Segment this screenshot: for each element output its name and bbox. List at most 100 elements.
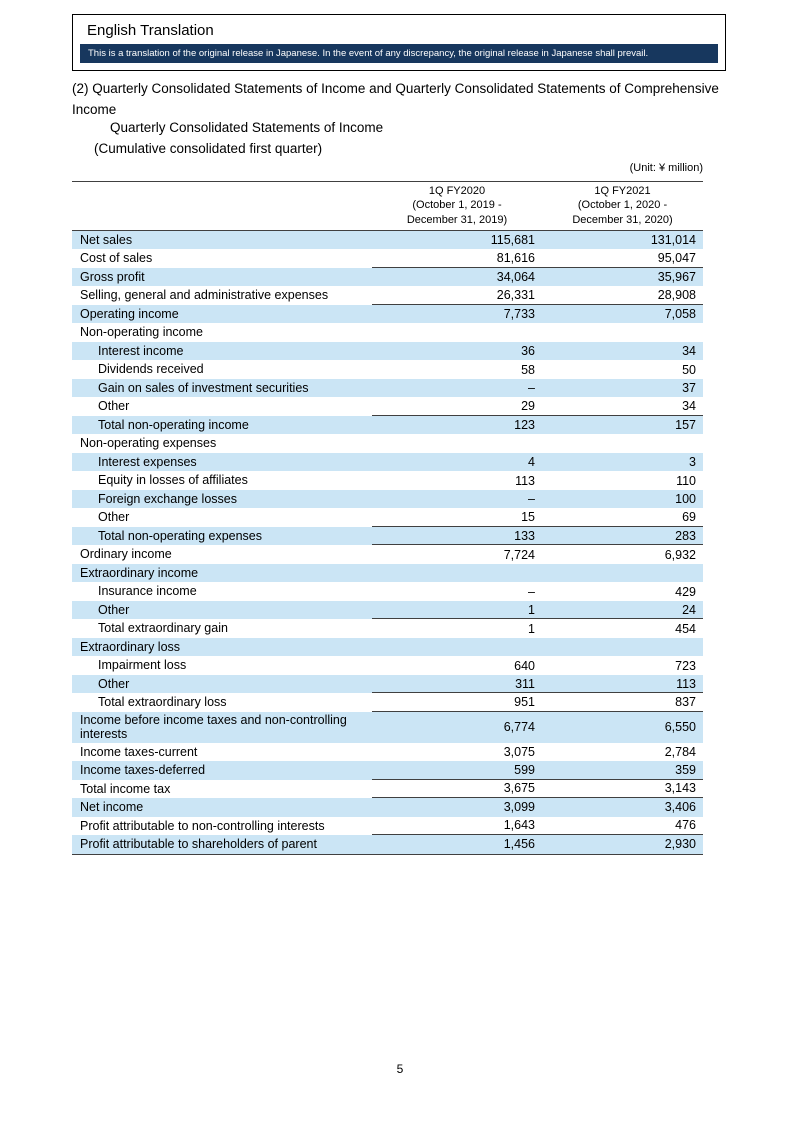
row-label: Ordinary income bbox=[80, 547, 172, 562]
row-value-fy2021: 157 bbox=[675, 418, 696, 433]
row-value-fy2020: 115,681 bbox=[490, 233, 535, 248]
row-value-fy2021: 110 bbox=[676, 473, 696, 488]
row-value-fy2020: 15 bbox=[372, 508, 542, 527]
row-value-fy2021: 34 bbox=[542, 397, 703, 416]
row-value-fy2021: 283 bbox=[542, 527, 703, 546]
table-row: Other 29 34 bbox=[72, 397, 703, 416]
row-value-fy2020 bbox=[372, 638, 542, 657]
table-row: Gross profit 34,064 35,967 bbox=[72, 267, 703, 287]
row-value-fy2021: 837 bbox=[542, 693, 703, 712]
row-value-fy2020: 3,099 bbox=[503, 800, 535, 815]
row-label: Net sales bbox=[80, 232, 133, 247]
unit-label: (Unit: ¥ million) bbox=[629, 162, 703, 174]
table-row: Other 311 113 bbox=[72, 674, 703, 694]
row-value-fy2020 bbox=[372, 323, 542, 342]
column-header-fy2021: 1Q FY2021 (October 1, 2020 - December 31… bbox=[542, 182, 703, 230]
row-value-fy2021: 28,908 bbox=[542, 286, 703, 305]
row-value-fy2021: 3,143 bbox=[542, 780, 703, 799]
row-label: Interest income bbox=[98, 343, 184, 358]
row-value-fy2020: 3,675 bbox=[372, 780, 542, 799]
table-row: Non-operating expenses bbox=[72, 434, 703, 453]
table-row: Profit attributable to shareholders of p… bbox=[72, 835, 703, 854]
table-row: Impairment loss 640 723 bbox=[72, 656, 703, 675]
row-label: Equity in losses of affiliates bbox=[98, 473, 248, 488]
row-value-fy2020: 640 bbox=[514, 658, 535, 673]
table-row: Interest income 36 34 bbox=[72, 341, 703, 361]
row-value-fy2020: 113 bbox=[515, 473, 535, 488]
table-row: Net income 3,099 3,406 bbox=[72, 798, 703, 817]
table-row: Profit attributable to non-controlling i… bbox=[72, 817, 703, 836]
row-value-fy2020: 1,456 bbox=[503, 837, 535, 852]
table-row: Income taxes-current 3,075 2,784 bbox=[72, 743, 703, 762]
row-value-fy2021: 24 bbox=[542, 601, 703, 620]
row-value-fy2021: 37 bbox=[682, 381, 696, 396]
row-label: Other bbox=[98, 399, 130, 414]
row-value-fy2021: 6,550 bbox=[664, 720, 696, 735]
income-table-body: Net sales 115,681 131,014 Cost of sales … bbox=[72, 230, 703, 854]
row-value-fy2021: 34 bbox=[682, 344, 696, 359]
page-number: 5 bbox=[396, 1062, 404, 1076]
table-row: Gain on sales of investment securities –… bbox=[72, 378, 703, 398]
table-row: Insurance income – 429 bbox=[72, 582, 703, 601]
row-value-fy2021: 131,014 bbox=[650, 233, 696, 248]
table-row: Dividends received 58 50 bbox=[72, 360, 703, 379]
row-value-fy2021: 95,047 bbox=[542, 249, 703, 268]
row-label: Income taxes-deferred bbox=[80, 763, 206, 778]
row-value-fy2020: – bbox=[528, 584, 535, 599]
row-label: Gain on sales of investment securities bbox=[98, 380, 309, 395]
row-label: Other bbox=[98, 510, 130, 525]
row-value-fy2020: 133 bbox=[372, 527, 542, 546]
section-heading: (2) Quarterly Consolidated Statements of… bbox=[72, 81, 719, 117]
table-header-spacer bbox=[72, 182, 372, 230]
row-label: Net income bbox=[80, 800, 144, 815]
row-value-fy2021: 2,784 bbox=[664, 744, 696, 759]
row-label: Extraordinary income bbox=[80, 565, 199, 580]
row-value-fy2020: – bbox=[528, 381, 535, 396]
row-value-fy2020: 6,774 bbox=[503, 720, 535, 735]
row-label: Selling, general and administrative expe… bbox=[80, 288, 329, 303]
table-row: Non-operating income bbox=[72, 323, 703, 342]
row-label: Non-operating income bbox=[80, 325, 203, 340]
row-label: Profit attributable to shareholders of p… bbox=[80, 837, 317, 852]
row-value-fy2020: 58 bbox=[521, 362, 535, 377]
row-value-fy2021: 113 bbox=[542, 675, 703, 694]
row-value-fy2020: 951 bbox=[372, 693, 542, 712]
column-header-line: December 31, 2020) bbox=[572, 213, 673, 226]
table-row: Foreign exchange losses – 100 bbox=[72, 489, 703, 509]
row-label: Profit attributable to non-controlling i… bbox=[80, 818, 325, 833]
row-value-fy2021: 429 bbox=[675, 584, 696, 599]
row-value-fy2021 bbox=[542, 323, 703, 342]
row-value-fy2021: 100 bbox=[675, 492, 696, 507]
income-statement-table: 1Q FY2020 (October 1, 2019 - December 31… bbox=[72, 181, 703, 855]
row-value-fy2020: 7,733 bbox=[503, 307, 535, 322]
row-value-fy2021: 454 bbox=[675, 621, 696, 636]
row-label: Operating income bbox=[80, 306, 179, 321]
table-row: Income before income taxes and non-contr… bbox=[72, 711, 703, 743]
table-header-row: 1Q FY2020 (October 1, 2019 - December 31… bbox=[72, 181, 703, 231]
row-label: Extraordinary loss bbox=[80, 639, 181, 654]
table-row: Extraordinary income bbox=[72, 563, 703, 583]
row-label: Non-operating expenses bbox=[80, 436, 217, 451]
row-value-fy2020: – bbox=[528, 492, 535, 507]
table-row: Income taxes-deferred 599 359 bbox=[72, 761, 703, 780]
table-row: Total extraordinary loss 951 837 bbox=[72, 693, 703, 712]
statement-title: Quarterly Consolidated Statements of Inc… bbox=[110, 120, 384, 135]
row-label: Dividends received bbox=[98, 362, 204, 377]
row-value-fy2020: 311 bbox=[372, 675, 542, 694]
row-value-fy2020: 26,331 bbox=[372, 286, 542, 305]
row-label: Interest expenses bbox=[98, 454, 197, 469]
column-header-line: 1Q FY2021 bbox=[594, 185, 651, 197]
table-row: Total income tax 3,675 3,143 bbox=[72, 780, 703, 799]
row-label: Other bbox=[98, 602, 130, 617]
table-row: Equity in losses of affiliates 113 110 bbox=[72, 471, 703, 490]
statement-scope: (Cumulative consolidated first quarter) bbox=[94, 141, 323, 156]
row-value-fy2020: 1 bbox=[372, 601, 542, 620]
row-label: Insurance income bbox=[98, 584, 197, 599]
row-value-fy2020: 36 bbox=[521, 344, 535, 359]
table-row: Total extraordinary gain 1 454 bbox=[72, 619, 703, 638]
column-header-line: 1Q FY2020 bbox=[428, 185, 486, 197]
row-value-fy2020: 4 bbox=[528, 455, 535, 470]
row-label: Foreign exchange losses bbox=[98, 491, 237, 506]
column-header-line: (October 1, 2019 - bbox=[412, 199, 502, 212]
